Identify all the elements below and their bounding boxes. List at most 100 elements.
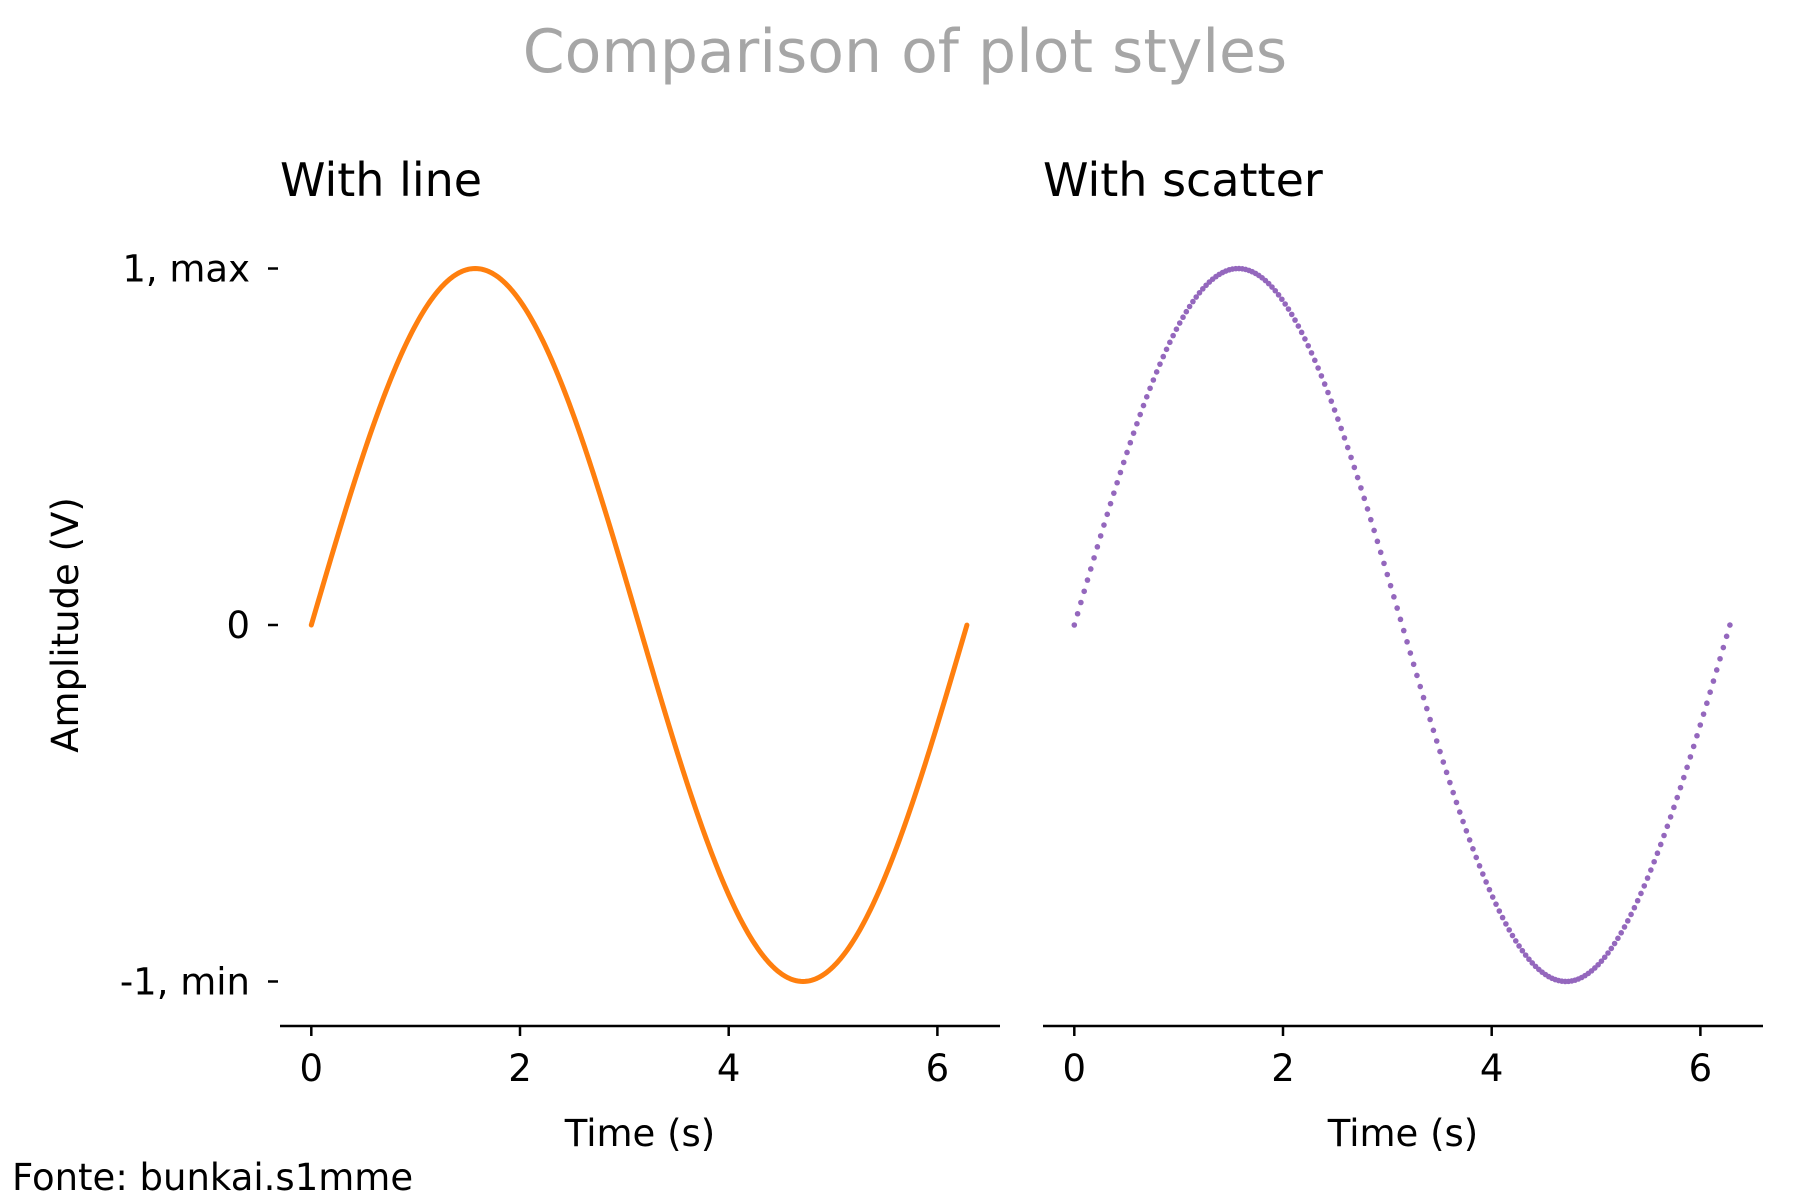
scatter-point xyxy=(1414,672,1420,679)
scatter-point xyxy=(1480,871,1486,877)
scatter-point xyxy=(1700,711,1707,717)
scatter-point xyxy=(1519,947,1526,954)
scatter-plot-x-ticks: 0 2 4 6 xyxy=(1063,1026,1713,1090)
scatter-point xyxy=(1489,894,1496,900)
scatter-point xyxy=(1404,639,1410,645)
scatter-point xyxy=(1512,938,1519,944)
scatter-point xyxy=(1605,950,1611,956)
scatter-point xyxy=(1723,633,1730,640)
scatter-point xyxy=(1120,459,1127,466)
scatter-point xyxy=(1506,927,1512,933)
line-plot-series xyxy=(308,266,970,984)
scatter-point xyxy=(1400,627,1407,634)
scatter-point xyxy=(1638,890,1644,897)
scatter-point xyxy=(1417,683,1424,690)
scatter-point xyxy=(1427,716,1433,723)
scatter-point xyxy=(1097,533,1104,539)
scatter-point xyxy=(1713,667,1720,673)
scatter-point xyxy=(1450,789,1456,796)
scatter-point xyxy=(1456,809,1463,815)
scatter-point xyxy=(1150,377,1157,383)
scatter-point xyxy=(1275,292,1282,298)
scatter-plot-series xyxy=(1071,265,1733,985)
scatter-point xyxy=(1358,485,1364,491)
scatter-point xyxy=(1094,544,1101,550)
scatter-point xyxy=(1282,301,1288,307)
scatter-point xyxy=(1344,444,1351,451)
scatter-point xyxy=(1463,828,1470,834)
scatter-point xyxy=(1681,774,1687,781)
scatter-point xyxy=(1407,650,1414,656)
scatter-point xyxy=(1107,500,1114,507)
figure-title: Comparison of plot styles xyxy=(523,17,1287,87)
scatter-point xyxy=(1493,901,1499,907)
scatter-point xyxy=(1598,958,1605,964)
scatter-point xyxy=(1420,694,1427,701)
scatter-point xyxy=(1298,329,1305,336)
x-tick-label: 2 xyxy=(1271,1047,1295,1090)
scatter-point xyxy=(1621,924,1628,930)
scatter-point xyxy=(1394,605,1400,611)
scatter-point xyxy=(1503,921,1509,927)
scatter-point xyxy=(1654,850,1661,857)
scatter-point xyxy=(1473,854,1480,861)
scatter-point xyxy=(1667,814,1674,820)
scatter-point xyxy=(1308,350,1315,356)
line-plot-x-label: Time (s) xyxy=(564,1112,715,1155)
scatter-point xyxy=(1657,841,1664,848)
scatter-point xyxy=(1466,837,1473,843)
scatter-point xyxy=(1325,389,1331,396)
scatter-point xyxy=(1176,320,1183,326)
x-tick-label: 4 xyxy=(1480,1047,1504,1090)
scatter-point xyxy=(1091,555,1097,561)
scatter-point xyxy=(1374,538,1381,545)
scatter-point xyxy=(1348,454,1354,461)
scatter-point xyxy=(1081,588,1087,595)
x-tick-label: 6 xyxy=(1689,1047,1713,1090)
scatter-point xyxy=(1486,886,1493,893)
scatter-point xyxy=(1648,867,1654,873)
scatter-point xyxy=(1114,479,1120,486)
scatter-point xyxy=(1437,748,1443,755)
scatter-point xyxy=(1124,449,1130,456)
scatter-point xyxy=(1608,945,1615,952)
scatter-point xyxy=(1483,879,1489,885)
scatter-point xyxy=(1687,754,1694,760)
scatter-point xyxy=(1196,289,1203,296)
scatter-point xyxy=(1644,875,1651,881)
scatter-point xyxy=(1101,522,1107,528)
scatter-point xyxy=(1331,407,1338,413)
scatter-point xyxy=(1321,381,1328,387)
scatter-point xyxy=(1727,622,1733,628)
scatter-point xyxy=(1137,411,1143,418)
scatter-point xyxy=(1328,398,1335,404)
scatter-point xyxy=(1710,678,1717,684)
scatter-point xyxy=(1269,284,1275,290)
scatter-point xyxy=(1338,425,1344,432)
scatter-point xyxy=(1677,784,1684,791)
scatter-point xyxy=(1364,506,1371,512)
scatter-point xyxy=(1183,308,1190,315)
scatter-point xyxy=(1190,298,1196,305)
scatter-point xyxy=(1526,956,1532,963)
scatter-point xyxy=(1368,516,1374,523)
scatter-point xyxy=(1302,336,1308,342)
scatter-point xyxy=(1312,357,1318,364)
scatter-point xyxy=(1460,818,1466,825)
line-plot-x-ticks: 0 2 4 6 xyxy=(300,1026,949,1090)
scatter-point xyxy=(1671,804,1677,811)
scatter-plot-x-label: Time (s) xyxy=(1327,1112,1478,1155)
y-tick-label: 0 xyxy=(226,604,250,647)
scatter-point xyxy=(1292,317,1298,323)
scatter-point xyxy=(1285,306,1292,312)
scatter-point xyxy=(1163,346,1170,353)
line-plot-panel: With line 0 2 4 6 1, max 0 -1, min Time (s) A… xyxy=(44,153,1000,1155)
scatter-point xyxy=(1631,904,1638,911)
scatter-point xyxy=(1430,727,1437,734)
scatter-point xyxy=(1147,385,1153,392)
scatter-point xyxy=(1381,560,1387,567)
scatter-point xyxy=(1470,846,1476,852)
scatter-point xyxy=(1160,353,1167,360)
scatter-point xyxy=(1628,911,1634,918)
scatter-point xyxy=(1443,769,1450,776)
